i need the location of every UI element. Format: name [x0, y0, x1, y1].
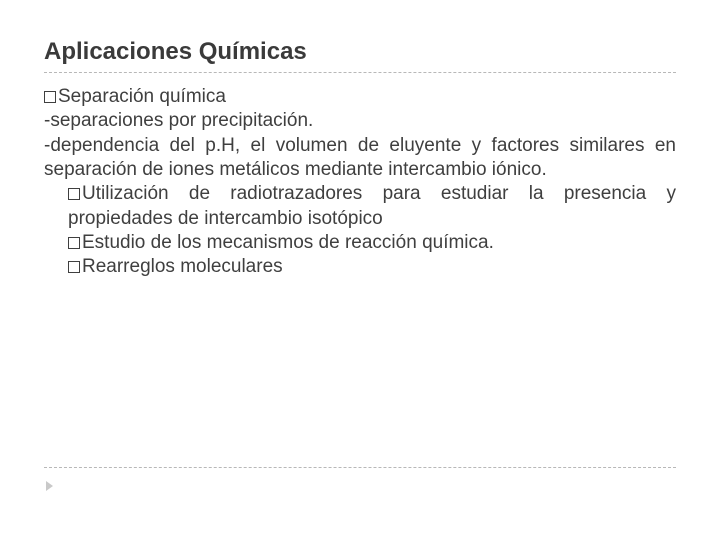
- square-bullet-icon: [44, 91, 56, 103]
- bullet-item-3: Estudio de los mecanismos de reacción qu…: [44, 231, 676, 255]
- page-title: Aplicaciones Químicas: [44, 38, 676, 66]
- sub-line-2: -dependencia del p.H, el volumen de eluy…: [44, 134, 676, 183]
- bullet-item-4: Rearreglos moleculares: [44, 255, 676, 279]
- bullet-item-1: Separación química: [44, 85, 676, 109]
- footer: [44, 467, 676, 496]
- title-underline: [44, 72, 676, 73]
- bullet-2-first: Utilización: [82, 183, 169, 204]
- footer-divider: [44, 467, 676, 468]
- footer-play-icon: [46, 481, 53, 491]
- bullet-1-rest: química: [154, 86, 226, 107]
- square-bullet-icon: [68, 237, 80, 249]
- bullet-4-first: Rearreglos: [82, 256, 175, 277]
- square-bullet-icon: [68, 261, 80, 273]
- bullet-3-rest: de los mecanismos de reacción química.: [145, 232, 494, 253]
- square-bullet-icon: [68, 188, 80, 200]
- bullet-3-first: Estudio: [82, 232, 145, 253]
- sub-line-1: -separaciones por precipitación.: [44, 109, 676, 133]
- content-body: Separación química -separaciones por pre…: [44, 85, 676, 280]
- bullet-item-2: Utilización de radiotrazadores para estu…: [44, 182, 676, 231]
- bullet-4-rest: moleculares: [175, 256, 283, 277]
- slide: Aplicaciones Químicas Separación química…: [0, 0, 720, 540]
- bullet-1-first: Separación: [58, 86, 154, 107]
